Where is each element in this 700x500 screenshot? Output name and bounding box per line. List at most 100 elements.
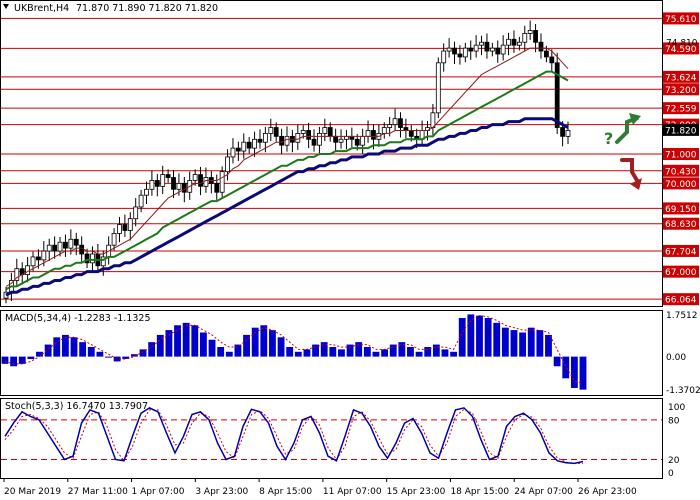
candle-body [387,124,393,128]
candle-body [73,238,79,246]
price-series-group [3,20,571,304]
level-label: 70.000 [665,180,697,190]
candle-body [268,127,274,134]
candle-body [538,41,544,52]
candle-body [533,30,538,43]
candle-body [84,253,90,264]
macd-bar [130,354,138,357]
level-label-bg [663,70,699,83]
candle-body [495,47,501,55]
macd-tick-label: -1.3702 [666,386,700,396]
macd-bar [389,344,397,357]
candle-body [63,241,68,249]
macd-bar [338,349,345,357]
arrow-up-head-icon [629,113,641,125]
candle-body [489,47,495,52]
x-tick-label: 18 Apr 15:00 [450,487,509,497]
macd-bar [398,342,406,357]
candle-body [381,127,387,134]
macd-bar [10,356,18,367]
x-tick-label: 20 Mar 2019 [4,487,61,497]
macd-bar [432,344,440,357]
candle-body [214,183,220,193]
stoch-tick-label: 100 [668,403,685,413]
candle-body [171,177,176,190]
level-label-bg [663,177,699,190]
level-label-bg [663,83,699,96]
candle-body [138,194,144,208]
level-label-bg [663,102,699,115]
stoch-tick-label: 80 [668,416,680,426]
x-tick-label: 27 Mar 11:00 [68,487,128,497]
candle-body [311,138,317,146]
macd-bar [260,325,268,357]
macd-bar [476,315,483,357]
candle-body [46,244,52,252]
candle-body [117,224,122,234]
arrow-down-icon [620,158,640,184]
candle-body [317,133,322,146]
candle-body [516,41,522,46]
macd-bar [122,356,130,360]
ma-fast-line [5,47,569,287]
candle-body [457,53,463,58]
candle-body [554,62,560,128]
level-label-bg [663,217,699,230]
candle-body [165,174,171,178]
candle-body [354,138,360,146]
candle-body [522,33,528,43]
level-label: 73.200 [665,86,697,96]
macd-bar [441,349,449,357]
level-label: 68.630 [665,220,697,230]
stoch-main-line [4,407,584,465]
candle-body [452,47,457,55]
x-tick-label: 11 Apr 07:00 [323,487,382,497]
candle-body [435,62,441,114]
macd-bar [234,344,242,357]
macd-bar [329,346,337,357]
arrow-down-head-icon [630,178,642,190]
candle-body [30,256,36,267]
candle-body [127,218,133,231]
macd-bar [208,339,216,357]
stoch-panel-frame [0,398,663,479]
macd-bar [579,356,587,390]
macd-bar [251,327,259,357]
macd-bar [562,356,570,379]
macd-bar [346,344,354,357]
candle-body [543,50,549,58]
macd-bar [407,346,414,357]
macd-bar [200,332,207,357]
macd-bar [182,322,190,357]
candle-body [111,233,117,246]
macd-bar [545,334,552,357]
level-label-bg [663,202,699,215]
macd-bar [312,344,319,357]
candle-body [262,133,268,143]
macd-bar [381,349,388,357]
macd-bar [536,330,544,357]
candle-body [441,50,447,64]
stoch-tick-label: 0 [668,469,674,479]
candle-body [198,174,203,187]
candle-body [462,47,468,58]
candle-body [133,206,139,220]
forecast-annotations: ? [604,113,642,190]
level-label: 66.064 [665,296,697,306]
candle-body [41,250,47,261]
x-tick-label: 24 Apr 07:00 [514,487,573,497]
price-axis: 75.61074.59073.62473.20072.55972.00071.0… [663,12,699,306]
level-label-bg [663,244,699,257]
candle-body [560,127,565,137]
candle-body [181,183,187,193]
macd-bar [225,351,233,357]
macd-bar [44,344,52,357]
candle-body [52,244,58,252]
macd-bar [415,351,423,357]
candle-body [14,268,20,281]
macd-bar [53,337,61,357]
candle-body [257,138,263,143]
macd-bar [27,356,35,360]
level-label: 74.590 [665,45,697,55]
candle-body [241,141,247,152]
